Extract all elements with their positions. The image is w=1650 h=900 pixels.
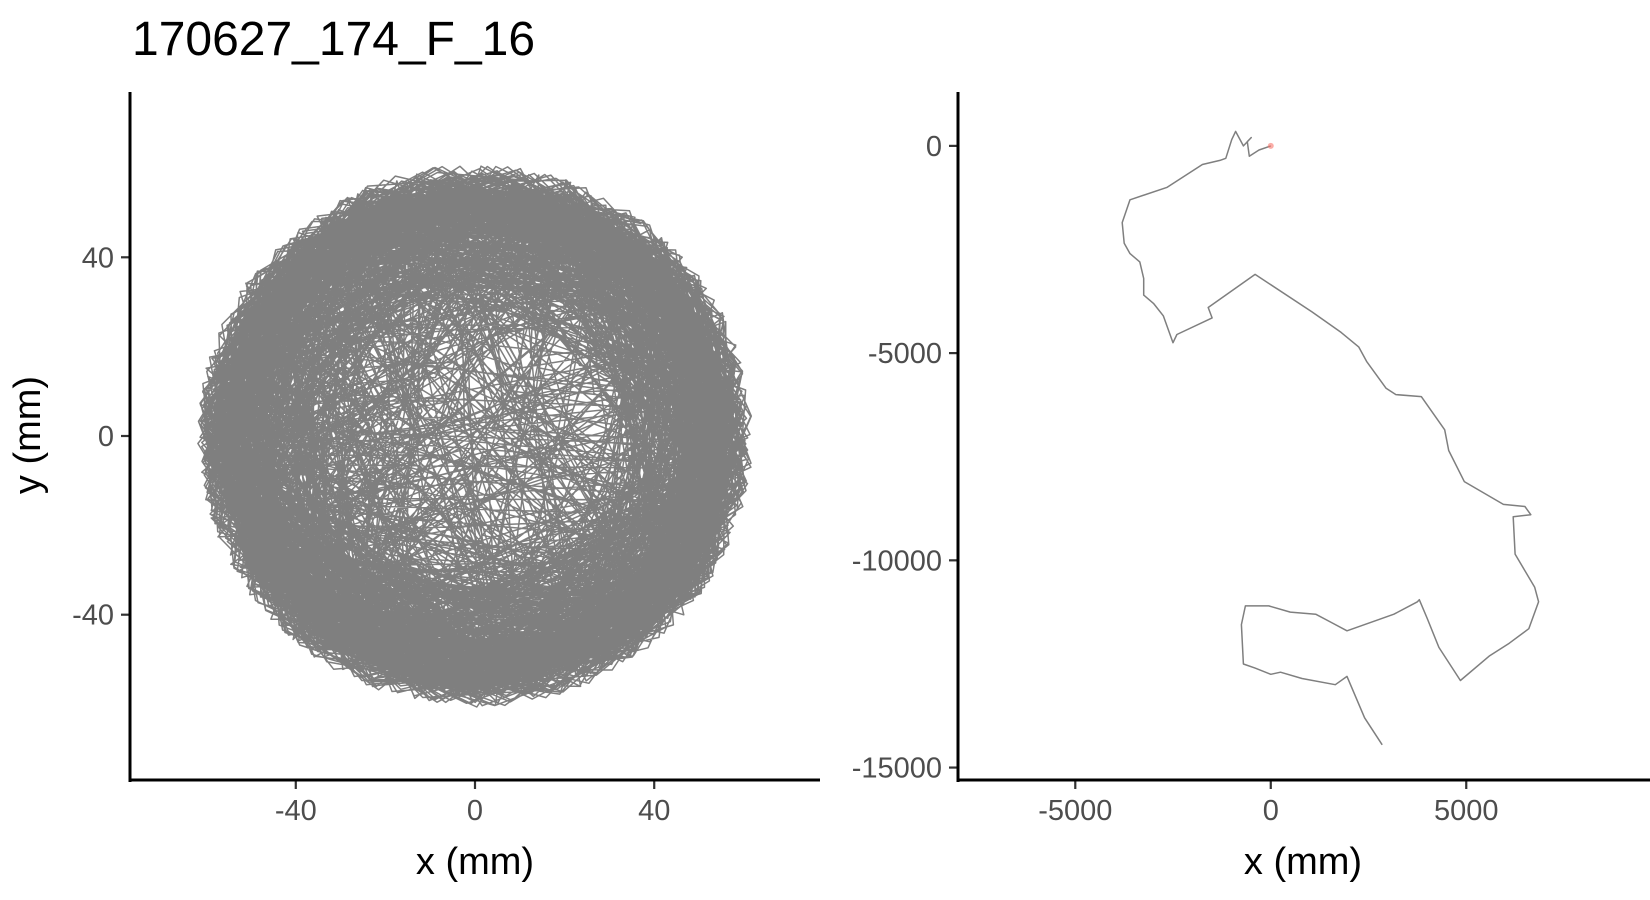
trajectory-path-group bbox=[197, 165, 753, 708]
x-tick-label: 0 bbox=[1263, 795, 1279, 827]
start-point-marker bbox=[1267, 142, 1274, 149]
trajectory-line bbox=[1121, 130, 1540, 746]
x-tick-label: 5000 bbox=[1434, 795, 1499, 827]
y-ticks: 0 -5000 -10000 -15000 bbox=[852, 131, 957, 785]
x-ticks: -5000 0 5000 bbox=[1038, 781, 1499, 827]
x-axis-title: x (mm) bbox=[416, 841, 534, 883]
panel-circular-arena: -40 0 40 -40 0 40 x (mm) y (mm) bbox=[7, 92, 820, 883]
figure-title: 170627_174_F_16 bbox=[132, 13, 536, 66]
y-axis-title: y (mm) bbox=[7, 376, 49, 494]
y-tick-label: -5000 bbox=[868, 338, 942, 370]
x-tick-label: -5000 bbox=[1038, 795, 1112, 827]
x-tick-label: 0 bbox=[467, 795, 483, 827]
y-tick-label: 40 bbox=[82, 242, 114, 274]
x-axis-title: x (mm) bbox=[1244, 841, 1362, 883]
x-tick-label: 40 bbox=[638, 795, 670, 827]
y-tick-label: -40 bbox=[72, 600, 114, 632]
x-tick-label: -40 bbox=[275, 795, 317, 827]
trajectory-path-group bbox=[1121, 130, 1540, 746]
y-tick-label: 0 bbox=[926, 131, 942, 163]
y-ticks: -40 0 40 bbox=[72, 242, 129, 632]
trajectory-line bbox=[197, 165, 753, 708]
y-tick-label: 0 bbox=[98, 421, 114, 453]
x-ticks: -40 0 40 bbox=[275, 781, 670, 827]
panel-full-track: -5000 0 5000 0 -5000 -10000 -15000 x (mm) bbox=[852, 92, 1650, 883]
y-tick-label: -15000 bbox=[852, 753, 942, 785]
y-tick-label: -10000 bbox=[852, 545, 942, 577]
